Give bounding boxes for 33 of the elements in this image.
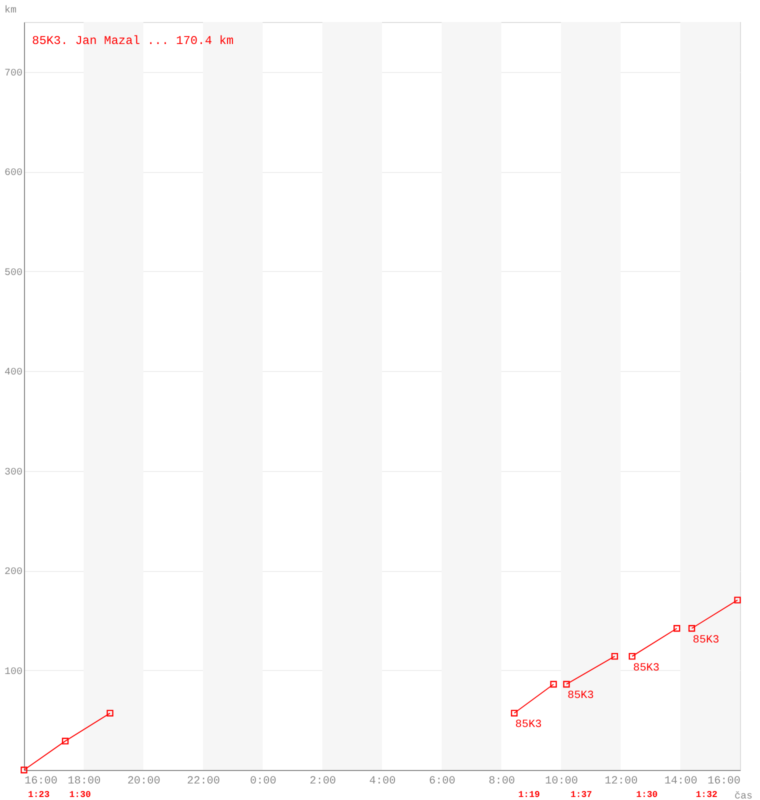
- x-tick-label: 6:00: [428, 776, 456, 788]
- text: 1:19: [518, 790, 540, 800]
- y-tick-label: 500: [4, 268, 22, 279]
- text: 1:23: [28, 790, 50, 800]
- annotation: 85K3: [692, 634, 720, 646]
- x-tick-label: 22:00: [186, 776, 220, 788]
- annotation: 85K3: [633, 662, 660, 674]
- y-tick-label: 300: [4, 467, 22, 478]
- x-tick-label: 4:00: [369, 776, 396, 788]
- x-tick-label: 18:00: [68, 776, 101, 788]
- x-tick-label: 8:00: [488, 776, 516, 788]
- x-tick-label: 14:00: [664, 776, 698, 788]
- text: 1:30: [636, 790, 658, 800]
- y-axis-title: km: [4, 4, 17, 16]
- x-tick-label: 2:00: [310, 776, 336, 788]
- x-tick-label: 16:00: [24, 776, 58, 788]
- text: 85K3. Jan Mazal ... 170.4 km: [32, 34, 234, 48]
- annotation: 85K3: [515, 719, 542, 732]
- y-tick-label: 700: [4, 68, 22, 80]
- text: 1:32: [696, 790, 718, 800]
- x-tick-label: 16:00: [707, 776, 740, 788]
- y-tick-label: 200: [4, 567, 22, 578]
- x-tick-label: 10:00: [544, 776, 578, 788]
- y-tick-label: 400: [4, 368, 22, 379]
- annotation: 85K3: [567, 690, 594, 702]
- x-tick-label: 20:00: [127, 776, 160, 788]
- x-axis-title: čas: [734, 790, 753, 800]
- y-tick-label: 600: [4, 168, 22, 180]
- x-tick-label: 12:00: [604, 776, 638, 788]
- y-tick-label: 100: [4, 666, 22, 678]
- x-tick-label: 0:00: [250, 776, 276, 788]
- text: 1:30: [69, 790, 91, 800]
- text: 1:37: [570, 790, 592, 800]
